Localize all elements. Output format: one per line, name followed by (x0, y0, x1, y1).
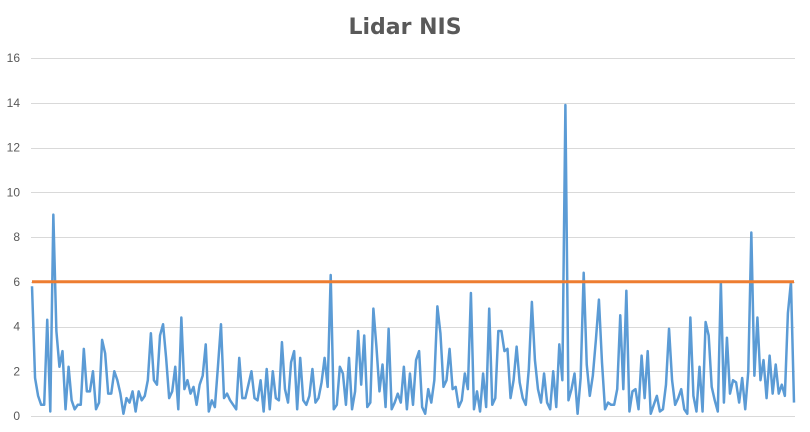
nis-series-line (30, 103, 796, 416)
y-tick-label: 6 (13, 275, 20, 289)
y-tick-label: 0 (13, 409, 20, 423)
series-layer (30, 103, 796, 416)
y-tick-label: 16 (7, 51, 21, 65)
y-tick-label: 14 (7, 96, 21, 110)
y-tick-label: 4 (13, 320, 20, 334)
y-tick-label: 2 (13, 364, 20, 378)
gridlines (31, 58, 795, 417)
chart-title: Lidar NIS (348, 15, 461, 40)
y-tick-label: 10 (7, 185, 21, 199)
y-axis-ticks: 0 2 4 6 8 10 12 14 16 (7, 51, 21, 423)
y-tick-label: 12 (7, 141, 21, 155)
y-tick-label: 8 (13, 230, 20, 244)
